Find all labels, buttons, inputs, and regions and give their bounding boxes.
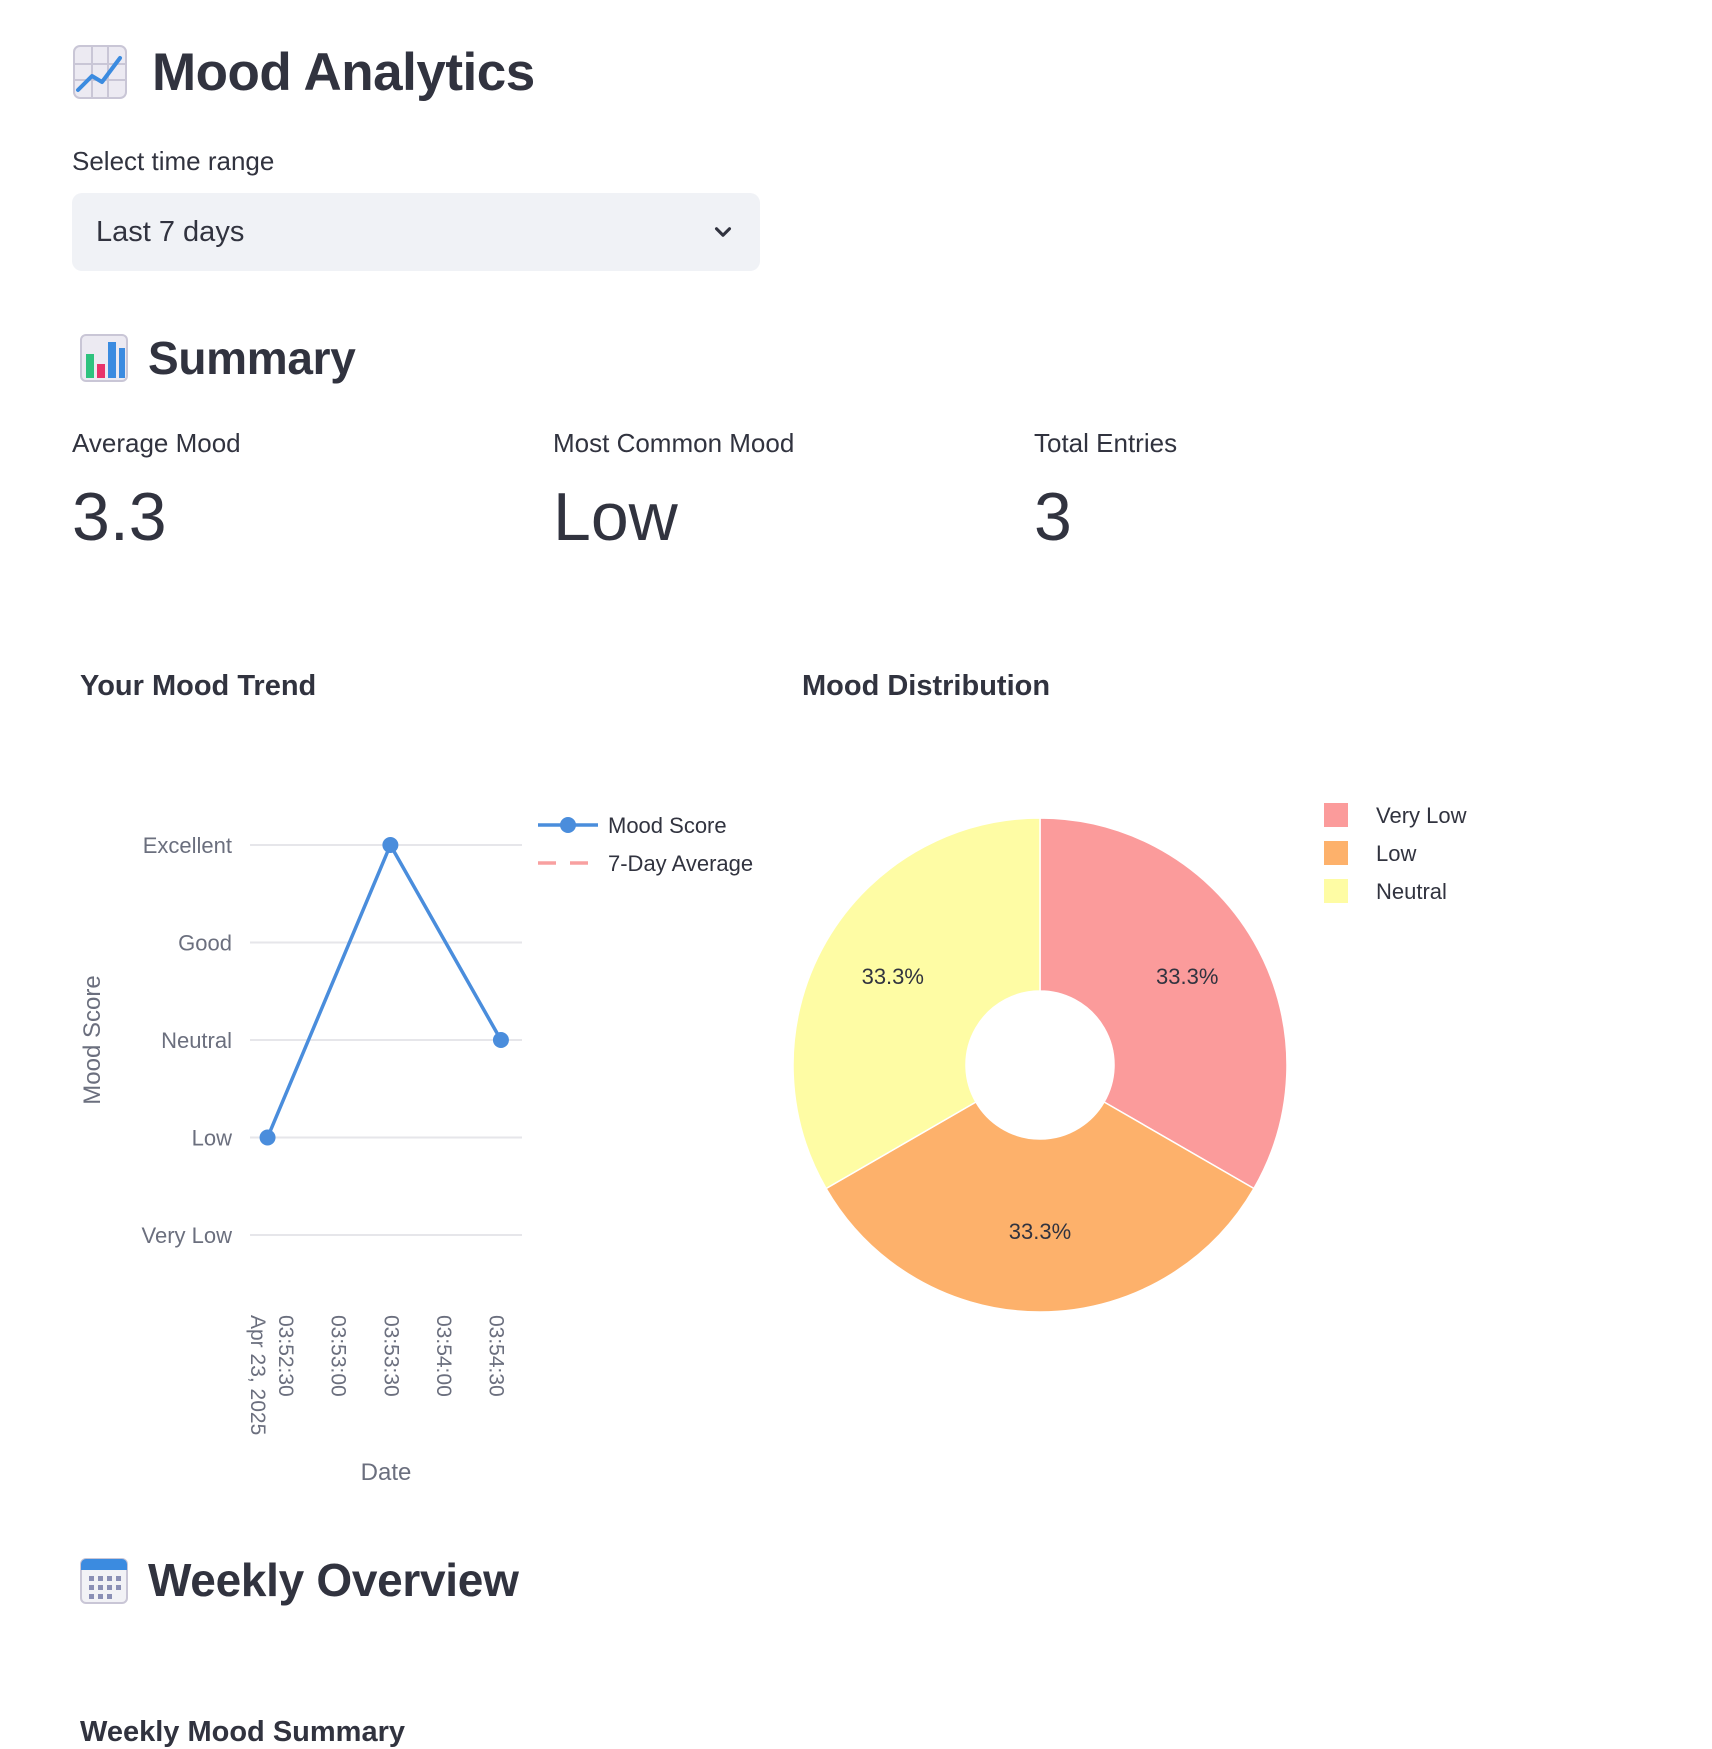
weekly-header: Weekly Overview [80,1548,519,1612]
chart-increasing-icon [73,45,127,99]
summary-title: Summary [148,332,356,384]
pie-slice-label: 33.3% [1156,964,1218,989]
legend-label-7-day-average: 7-Day Average [608,851,753,876]
mood-score-line [265,843,503,1139]
legend-swatch-low [1324,841,1348,865]
pie-slice-label: 33.3% [862,964,924,989]
pie-slice-low [825,1100,1255,1313]
pie-slice-very-low [1039,817,1288,1190]
trend-chart-title: Your Mood Trend [80,670,317,702]
y-tick-label: Good [178,931,232,956]
legend-label: Neutral [1376,879,1447,904]
time-range-select[interactable]: Last 7 days [72,193,760,271]
summary-header: Summary [80,326,356,390]
metric-value: 3 [1034,479,1072,555]
legend-label: Low [1376,841,1416,866]
y-tick-label: Neutral [161,1028,232,1053]
time-range-value: Last 7 days [96,215,245,248]
metric-label: Total Entries [1034,428,1178,458]
mood-score-point [259,1129,276,1146]
legend-swatch-very-low [1324,803,1348,827]
mood-score-point [382,837,399,853]
metric-value: 3.3 [72,479,167,555]
x-tick-label: Apr 23, 2025 [246,1315,269,1435]
mood-distribution-chart: 33.3% 33.3% 33.3% Very Low Low Neutral [792,803,1467,1313]
weekly-title: Weekly Overview [148,1554,519,1606]
mood-trend-chart: Very Low Low Neutral Good Excellent Mood Scor… [79,813,753,1486]
distribution-chart-title: Mood Distribution [802,670,1051,702]
x-tick-label: 03:54:30 [485,1315,508,1397]
x-axis-title: Date [361,1459,412,1486]
x-tick-label: 03:53:00 [327,1315,350,1397]
y-tick-label: Low [192,1126,232,1151]
weekly-subtitle: Weekly Mood Summary [80,1716,406,1748]
legend-marker-mood-score [560,817,576,833]
metric-total-entries: Total Entries 3 [1034,428,1177,551]
metric-label: Average Mood [72,428,241,458]
y-tick-label: Very Low [142,1223,233,1248]
calendar-icon [80,1558,128,1604]
legend-label-mood-score: Mood Score [608,813,727,838]
bar-chart-icon [80,334,128,382]
x-tick-label: 03:54:00 [432,1315,455,1397]
x-tick-label: 03:53:30 [379,1315,402,1397]
mood-score-point [492,1032,509,1048]
x-tick-label: 03:52:30 [274,1315,297,1397]
metric-average-mood: Average Mood 3.3 [72,428,241,551]
metric-label: Most Common Mood [553,428,795,458]
chevron-down-icon [714,227,732,237]
time-range-label: Select time range [72,146,275,176]
y-tick-label: Excellent [143,833,232,858]
y-axis-title: Mood Score [79,975,106,1104]
metric-value: Low [553,479,678,555]
page-header: Mood Analytics [72,32,535,112]
metric-most-common-mood: Most Common Mood Low [553,428,794,551]
pie-slice-neutral [792,817,1041,1190]
pie-slice-label: 33.3% [1009,1219,1071,1244]
legend-swatch-neutral [1324,879,1348,903]
page-title: Mood Analytics [152,42,535,102]
legend-label: Very Low [1376,803,1467,828]
